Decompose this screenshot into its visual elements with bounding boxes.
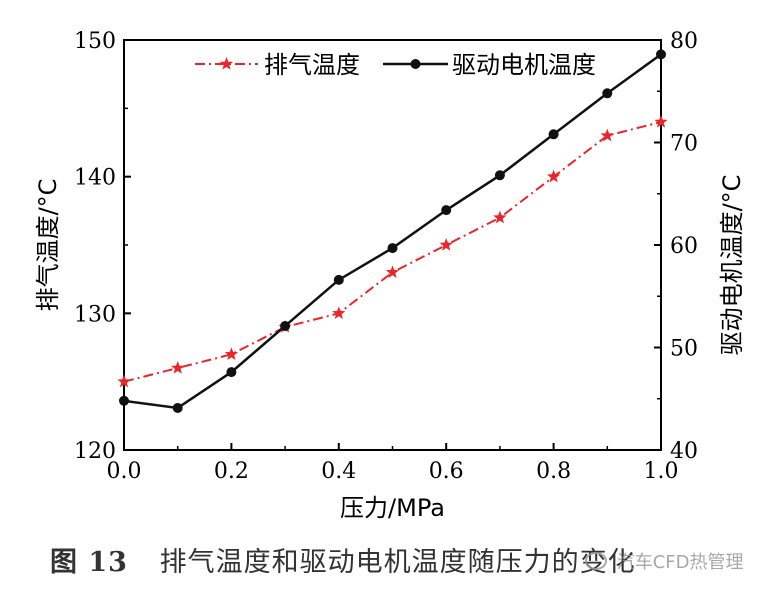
y-right-tick-label: 80 (670, 29, 698, 54)
data-point-circle (387, 243, 398, 254)
data-point-circle (280, 320, 291, 331)
x-tick-label: 0.6 (429, 459, 464, 484)
caption-text: 排气温度和驱动电机温度随压力的变化 (159, 547, 636, 578)
watermark-text: 汽车CFD热管理 (616, 552, 744, 573)
data-point-circle (656, 49, 666, 60)
axes: 0.0 0.2 0.4 0.6 0.8 1.0 120 130 140 150 40 50 60 70 80… (34, 29, 746, 522)
y-right-tick-label: 70 (670, 132, 698, 157)
y-right-axis-label: 驱动电机温度/°C (718, 175, 746, 356)
wechat-icon (585, 552, 607, 570)
data-point-circle (548, 129, 559, 140)
x-tick-label: 0.8 (536, 459, 571, 484)
data-point-circle (226, 367, 237, 378)
legend: 排气温度 驱动电机温度 (195, 51, 596, 79)
legend-label: 驱动电机温度 (452, 51, 596, 79)
legend-star-marker (219, 57, 234, 70)
y-left-tick-label: 120 (74, 439, 116, 464)
chart: 0.0 0.2 0.4 0.6 0.8 1.0 120 130 140 150 40 50 60 70 80… (34, 29, 746, 522)
y-right-tick-label: 40 (670, 439, 698, 464)
data-point-circle (333, 274, 344, 285)
legend-item-2: 驱动电机温度 (383, 51, 596, 79)
data-point-star (493, 210, 507, 224)
y-right-tick-label: 50 (670, 337, 698, 362)
y-right-tick-label: 60 (670, 234, 698, 259)
data-point-circle (172, 402, 183, 413)
data-point-star (117, 374, 131, 388)
data-point-star (171, 361, 185, 374)
data-point-circle (494, 170, 505, 181)
y-left-tick-label: 140 (74, 166, 116, 191)
data-point-star (546, 169, 561, 183)
legend-label: 排气温度 (264, 51, 360, 79)
x-tick-label: 0.2 (214, 459, 249, 484)
series-line (123, 53, 662, 410)
data-point-star (224, 347, 239, 360)
data-point-star (439, 238, 453, 251)
y-left-axis-label: 排气温度/°C (34, 179, 62, 312)
x-tick-label: 1.0 (644, 459, 679, 484)
y-left-tick-label: 130 (74, 302, 116, 327)
figure-caption: 图 13 排气温度和驱动电机温度随压力的变化 (0, 540, 766, 579)
series-2 (119, 49, 666, 413)
x-tick-label: 0.0 (107, 459, 142, 484)
series-layer (117, 49, 668, 413)
x-tick-label: 0.4 (321, 459, 356, 484)
x-axis-label: 压力/MPa (340, 494, 445, 522)
data-point-star (332, 306, 346, 319)
caption-number: 图 13 (50, 547, 128, 578)
legend-circle-marker (410, 59, 421, 69)
data-point-star (654, 115, 668, 128)
data-point-star (600, 128, 614, 142)
y-left-tick-label: 150 (74, 29, 116, 54)
watermark: 汽车CFD热管理 (585, 548, 744, 574)
data-point-star (385, 265, 400, 278)
data-point-circle (119, 395, 129, 406)
data-point-circle (441, 205, 452, 216)
legend-item-1: 排气温度 (195, 51, 360, 79)
data-point-circle (602, 88, 613, 99)
